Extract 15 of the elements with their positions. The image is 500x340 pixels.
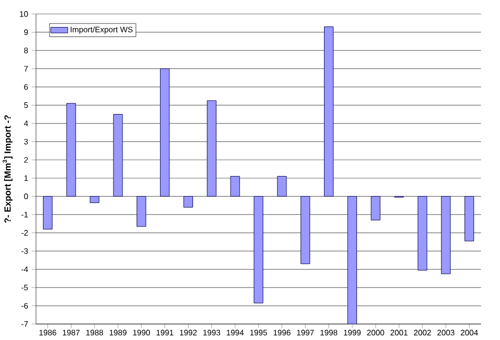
bar: [324, 26, 334, 197]
bar: [66, 103, 76, 197]
bar: [370, 196, 380, 220]
bar: [206, 100, 216, 197]
bar: [42, 196, 52, 230]
bar: [300, 196, 310, 264]
bar: [183, 196, 193, 208]
bar: [464, 196, 474, 242]
bar: [277, 176, 287, 197]
bar: [136, 196, 146, 227]
bar: [347, 196, 357, 324]
bar: [230, 176, 240, 197]
y-axis-title: ?- Export [Mm$^{3}$] Import -?: [2, 115, 13, 223]
bar: [160, 68, 170, 197]
bar: [441, 196, 451, 274]
